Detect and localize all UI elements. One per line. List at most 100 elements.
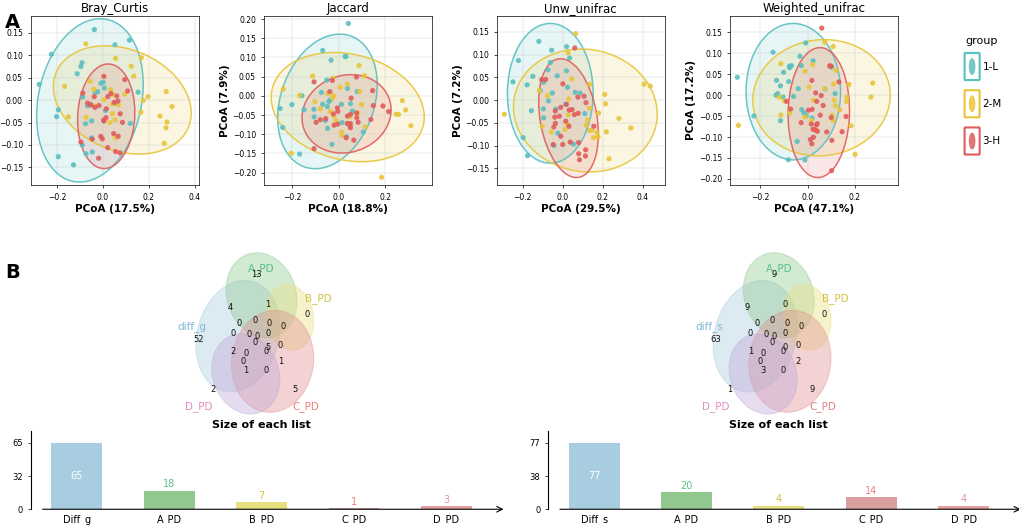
Y-axis label: PCoA (7.2%): PCoA (7.2%): [452, 64, 463, 136]
Point: [98, 104, 114, 113]
Point: [804, 57, 820, 65]
Ellipse shape: [277, 34, 377, 169]
Point: [365, 101, 381, 110]
Point: [729, 73, 745, 81]
Point: [635, 80, 651, 88]
Point: [838, 97, 854, 106]
Point: [79, 101, 96, 110]
Point: [324, 74, 340, 82]
Point: [325, 91, 341, 100]
Point: [804, 60, 820, 69]
Point: [77, 150, 94, 158]
Point: [102, 119, 118, 127]
Point: [570, 93, 586, 101]
Point: [600, 154, 616, 163]
Point: [110, 132, 126, 140]
Point: [342, 123, 359, 132]
Text: 2: 2: [230, 348, 235, 356]
Text: B_PD: B_PD: [821, 293, 848, 304]
Text: 0: 0: [267, 319, 272, 328]
Point: [293, 91, 310, 100]
Point: [100, 92, 116, 101]
Point: [333, 131, 350, 140]
Point: [123, 62, 140, 70]
Point: [566, 110, 582, 119]
Point: [90, 88, 106, 96]
Point: [535, 113, 551, 122]
Point: [91, 101, 107, 110]
Text: 4: 4: [227, 303, 232, 312]
Text: 0: 0: [782, 329, 787, 338]
Point: [781, 64, 797, 72]
Point: [510, 56, 526, 65]
Point: [826, 101, 843, 110]
Point: [319, 124, 335, 133]
Point: [341, 112, 358, 121]
Point: [834, 128, 850, 136]
Point: [83, 101, 99, 109]
Point: [585, 133, 601, 142]
Text: 0: 0: [784, 319, 789, 328]
Point: [96, 72, 112, 80]
Point: [570, 109, 586, 118]
Ellipse shape: [271, 52, 424, 162]
Point: [822, 113, 839, 122]
Text: 1-L: 1-L: [981, 61, 998, 71]
Point: [820, 61, 837, 70]
Text: A: A: [5, 13, 20, 32]
Text: 1: 1: [747, 348, 752, 356]
Point: [790, 85, 806, 93]
Point: [785, 92, 801, 101]
Point: [337, 52, 354, 61]
Point: [86, 92, 102, 101]
Point: [539, 91, 555, 100]
Point: [305, 72, 321, 80]
Point: [846, 150, 862, 159]
Point: [774, 68, 791, 77]
Point: [583, 125, 599, 134]
Point: [770, 93, 787, 101]
Text: 3: 3: [760, 366, 765, 375]
Point: [306, 105, 322, 113]
Point: [808, 127, 824, 135]
Text: 0: 0: [277, 341, 282, 350]
Point: [152, 112, 168, 120]
Text: 2: 2: [210, 385, 215, 394]
Point: [350, 118, 366, 127]
Point: [319, 89, 335, 98]
Point: [560, 122, 577, 131]
Point: [78, 113, 95, 121]
Text: 1: 1: [265, 300, 270, 309]
Point: [590, 109, 606, 118]
Ellipse shape: [788, 48, 849, 177]
Point: [775, 97, 792, 105]
Point: [317, 114, 333, 123]
Point: [803, 105, 819, 113]
Point: [125, 72, 142, 80]
Point: [272, 104, 288, 113]
Point: [774, 93, 791, 101]
Point: [348, 113, 365, 122]
Point: [84, 135, 100, 143]
Point: [343, 107, 360, 115]
Text: 0: 0: [821, 310, 826, 319]
Point: [567, 44, 583, 52]
Y-axis label: PCoA (7.9%): PCoA (7.9%): [220, 64, 229, 136]
Point: [50, 152, 66, 161]
Text: 4: 4: [960, 495, 966, 505]
Point: [561, 138, 578, 146]
Point: [48, 112, 64, 121]
Point: [795, 109, 811, 117]
Point: [547, 105, 564, 113]
Point: [818, 128, 835, 136]
Point: [110, 97, 126, 105]
Text: 0: 0: [769, 338, 774, 347]
Point: [803, 140, 819, 148]
Point: [793, 61, 809, 70]
Point: [781, 62, 797, 70]
FancyBboxPatch shape: [964, 53, 978, 80]
Ellipse shape: [212, 334, 279, 414]
Point: [74, 93, 91, 101]
Point: [826, 89, 843, 98]
Point: [114, 118, 130, 127]
